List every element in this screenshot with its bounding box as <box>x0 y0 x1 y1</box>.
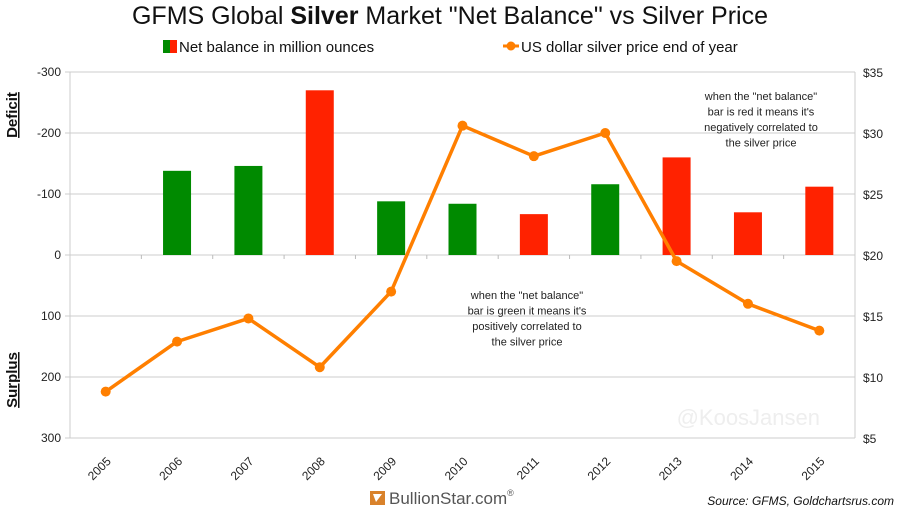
right-tick-label: $20 <box>863 249 883 263</box>
left-tick-label: -300 <box>37 65 61 79</box>
x-tick-label: 2006 <box>156 454 185 483</box>
legend-swatch-green <box>163 40 170 53</box>
price-point-2008 <box>314 362 325 373</box>
ylabel-surplus: Surplus <box>4 352 21 408</box>
legend-marker-swatch <box>506 41 516 51</box>
bars <box>163 90 834 255</box>
right-tick-label: $35 <box>863 66 883 80</box>
annotations: when the "net balance" bar is red it mean… <box>468 91 818 349</box>
annotation-green-line: bar is green it means it's <box>468 306 587 318</box>
right-tick-label: $10 <box>863 371 883 385</box>
bar-2009 <box>377 201 406 255</box>
annotation-green-line: positively correlated to <box>472 321 581 333</box>
x-tick-label: 2012 <box>585 454 614 483</box>
bar-2007 <box>234 165 263 255</box>
price-point-2010 <box>457 120 468 131</box>
annotation-green-line: when the "net balance" <box>470 290 583 302</box>
price-point-2007 <box>243 313 254 324</box>
annotation-green-line: the silver price <box>492 337 563 349</box>
bar-2006 <box>163 170 192 255</box>
left-tick-label: 300 <box>41 431 61 445</box>
price-point-2006 <box>172 336 183 347</box>
ylabel-deficit: Deficit <box>4 92 21 138</box>
legend-label-silver-price: US dollar silver price end of year <box>521 39 738 56</box>
right-tick-label: $25 <box>863 188 883 202</box>
x-tick-label: 2011 <box>514 454 542 482</box>
price-point-2014 <box>742 298 753 309</box>
x-tick-label: 2008 <box>299 454 328 483</box>
left-tick-label: 200 <box>41 370 61 384</box>
annotation-red-line: when the "net balance" <box>704 91 817 103</box>
svg-text:BullionStar.com®: BullionStar.com® <box>389 488 514 508</box>
bar-2013 <box>662 157 691 255</box>
bar-2012 <box>591 184 620 255</box>
x-tick-label: 2010 <box>442 454 471 483</box>
left-tick-label: 100 <box>41 309 61 323</box>
bar-2010 <box>448 203 477 255</box>
x-tick-label: 2013 <box>656 454 685 483</box>
bar-2011 <box>519 214 548 255</box>
bar-2015 <box>805 186 834 255</box>
left-tick-label: -100 <box>37 187 61 201</box>
x-tick-label: 2009 <box>370 454 399 483</box>
watermark: @KoosJansen <box>677 405 820 430</box>
bar-2014 <box>733 212 762 255</box>
annotation-red-line: the silver price <box>726 138 797 150</box>
bullionstar-logo: BullionStar.com® <box>370 488 514 508</box>
legend-swatch-red <box>170 40 177 53</box>
price-line <box>100 120 825 397</box>
right-tick-label: $30 <box>863 127 883 141</box>
left-tick-label: -200 <box>37 126 61 140</box>
right-tick-label: $15 <box>863 310 883 324</box>
legend: Net balance in million ounces US dollar … <box>163 39 738 56</box>
price-point-2005 <box>100 386 111 397</box>
chart-title: GFMS Global Silver Market "Net Balance" … <box>132 2 768 30</box>
price-point-2011 <box>528 151 539 162</box>
right-tick-label: $5 <box>863 432 877 446</box>
x-tick-label: 2007 <box>228 454 257 483</box>
source-note: Source: GFMS, Goldchartsrus.com <box>707 494 894 508</box>
price-point-2013 <box>671 256 682 267</box>
left-tick-label: 0 <box>54 248 61 262</box>
price-point-2015 <box>814 325 825 336</box>
price-point-2012 <box>600 128 611 138</box>
x-tick-label: 2014 <box>727 454 756 483</box>
x-tick-label: 2015 <box>799 454 828 483</box>
bar-2008 <box>305 90 334 255</box>
legend-label-net-balance: Net balance in million ounces <box>179 39 374 56</box>
x-tick-label: 2005 <box>85 454 114 483</box>
annotation-red-line: negatively correlated to <box>704 122 818 134</box>
price-point-2009 <box>386 286 397 297</box>
annotation-red-line: bar is red it means it's <box>708 107 815 119</box>
